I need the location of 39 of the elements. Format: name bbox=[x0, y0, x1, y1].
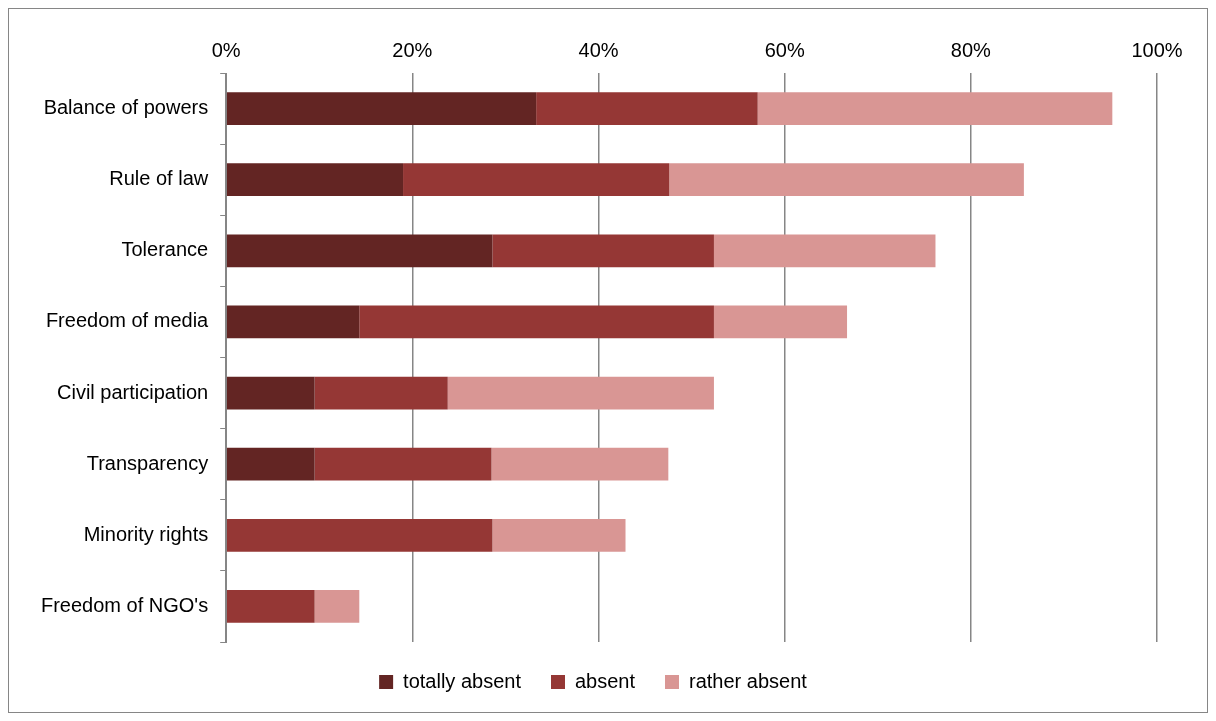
bar bbox=[491, 447, 669, 481]
y-tick-label: Balance of powers bbox=[43, 96, 209, 119]
x-tick-label: 80% bbox=[950, 38, 992, 61]
bar bbox=[314, 376, 448, 410]
bar bbox=[713, 234, 936, 268]
y-tick-label: Rule of law bbox=[109, 167, 209, 190]
bar bbox=[492, 518, 626, 552]
bar bbox=[226, 234, 493, 268]
bar bbox=[226, 518, 493, 552]
x-tick-label: 100% bbox=[1131, 38, 1183, 61]
y-tick-label: Freedom of NGO's bbox=[40, 593, 209, 616]
bar bbox=[226, 163, 404, 197]
bar bbox=[492, 234, 714, 268]
x-tick-label: 0% bbox=[211, 38, 241, 61]
bar bbox=[713, 305, 848, 339]
bar bbox=[669, 163, 1024, 197]
bar bbox=[403, 163, 670, 197]
bar bbox=[314, 590, 360, 623]
x-tick-label: 40% bbox=[578, 38, 619, 61]
bar bbox=[226, 376, 315, 410]
bar bbox=[447, 376, 714, 410]
y-tick-label: Freedom of media bbox=[45, 309, 210, 332]
bar bbox=[359, 305, 714, 339]
bar bbox=[757, 92, 1113, 125]
bar bbox=[536, 92, 758, 125]
bar bbox=[226, 92, 537, 125]
legend-label: rather absent bbox=[689, 669, 808, 692]
x-tick-label: 60% bbox=[764, 38, 805, 61]
bar bbox=[226, 590, 315, 623]
legend-label: absent bbox=[574, 669, 636, 692]
y-tick-label: Tolerance bbox=[121, 238, 209, 261]
legend-label: totally absent bbox=[403, 669, 522, 692]
bar bbox=[226, 305, 360, 339]
y-tick-label: Transparency bbox=[86, 451, 209, 474]
y-tick-label: Minority rights bbox=[83, 522, 209, 545]
bar bbox=[226, 447, 315, 481]
y-tick-label: Civil participation bbox=[57, 380, 209, 403]
x-tick-label: 20% bbox=[392, 38, 433, 61]
bar bbox=[314, 447, 492, 481]
